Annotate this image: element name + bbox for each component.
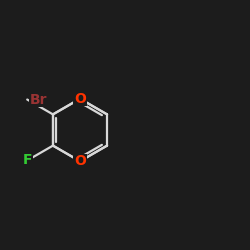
Text: O: O xyxy=(74,92,86,106)
Text: F: F xyxy=(22,154,32,168)
Text: Br: Br xyxy=(30,92,47,106)
Text: O: O xyxy=(74,154,86,168)
